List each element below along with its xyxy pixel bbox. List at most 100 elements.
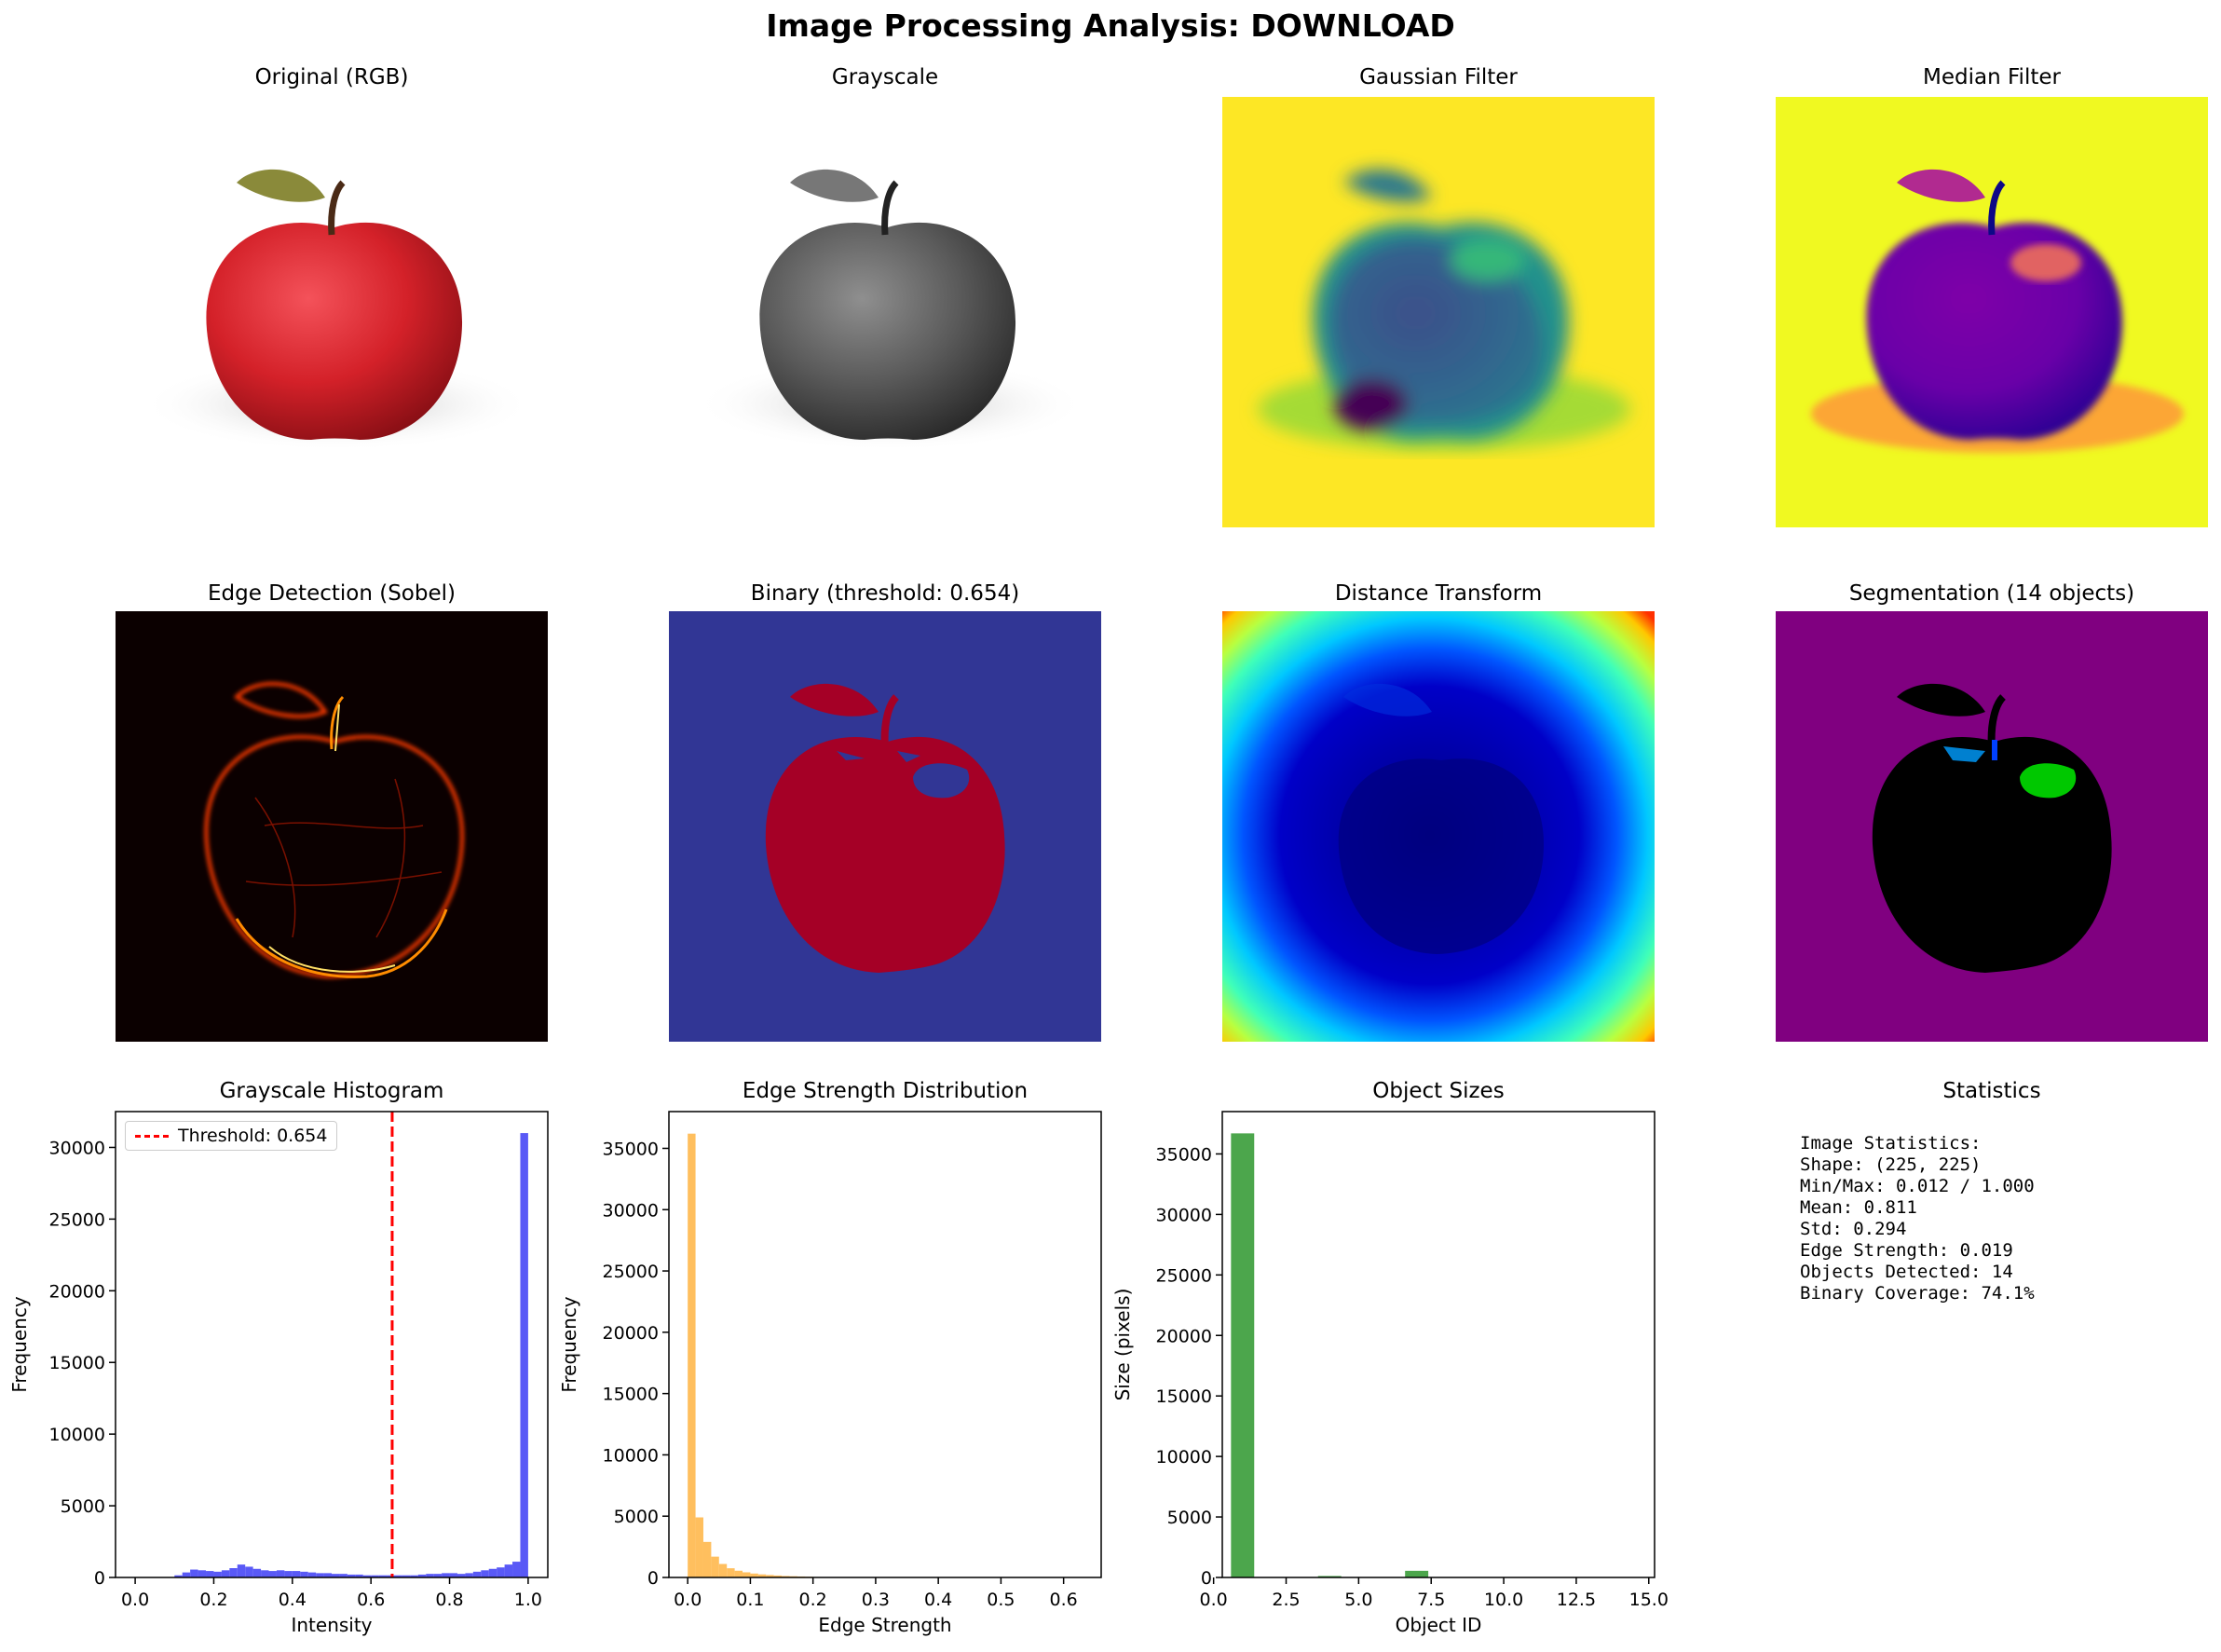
histogram-bar (379, 1576, 387, 1577)
histogram-legend: Threshold: 0.654 (125, 1121, 337, 1151)
x-tick-label: 0.6 (357, 1590, 385, 1610)
edge-detection-image (116, 611, 548, 1042)
x-tick-label: 5.0 (1344, 1590, 1372, 1610)
y-axis-label: Frequency (558, 1296, 580, 1392)
statistics-line: Shape: (225, 225) (1800, 1154, 2035, 1176)
y-tick-label: 35000 (603, 1139, 659, 1159)
y-tick-label: 10000 (49, 1425, 105, 1445)
histogram-bar (426, 1574, 433, 1577)
histogram-title: Grayscale Histogram (116, 1079, 548, 1103)
histogram-bar (198, 1570, 206, 1577)
histogram-bar (245, 1566, 252, 1577)
x-tick-label: 0.3 (862, 1590, 890, 1610)
binary-panel-title: Binary (threshold: 0.654) (669, 581, 1101, 606)
histogram-bar (277, 1570, 284, 1577)
histogram-bar (434, 1574, 442, 1577)
histogram-bar (520, 1133, 527, 1577)
histogram-bar (750, 1574, 757, 1577)
statistics-line: Image Statistics: (1800, 1133, 2035, 1154)
histogram-bar (238, 1564, 245, 1577)
histogram-bar (222, 1570, 229, 1577)
x-axis-label: Object ID (1396, 1614, 1482, 1636)
binary-threshold-image (669, 611, 1101, 1042)
x-tick-label: 0.0 (1200, 1590, 1228, 1610)
axes-frame (1222, 1112, 1655, 1577)
histogram-bar (402, 1576, 410, 1577)
histogram-bar (316, 1573, 323, 1577)
histogram-bar (183, 1573, 190, 1577)
x-tick-label: 0.2 (799, 1590, 827, 1610)
threshold-legend-swatch (135, 1135, 169, 1138)
y-tick-label: 0 (94, 1568, 105, 1589)
x-tick-label: 0.5 (987, 1590, 1015, 1610)
histogram-bar (284, 1571, 292, 1577)
histogram-bar (269, 1571, 277, 1577)
histogram-bar (261, 1570, 268, 1577)
x-tick-label: 7.5 (1417, 1590, 1445, 1610)
x-tick-label: 0.1 (736, 1590, 764, 1610)
histogram-bar (442, 1573, 449, 1577)
y-axis-label: Frequency (8, 1296, 31, 1392)
y-tick-label: 15000 (49, 1353, 105, 1373)
x-tick-label: 2.5 (1272, 1590, 1300, 1610)
x-tick-label: 0.8 (435, 1590, 463, 1610)
y-tick-label: 10000 (1156, 1447, 1212, 1468)
histogram-bar (229, 1568, 237, 1577)
y-tick-label: 15000 (603, 1385, 659, 1405)
y-tick-label: 30000 (1156, 1205, 1212, 1225)
histogram-bar (465, 1573, 472, 1577)
x-tick-label: 0.6 (1050, 1590, 1078, 1610)
x-tick-label: 1.0 (514, 1590, 542, 1610)
histogram-bar (719, 1564, 727, 1577)
statistics-line: Binary Coverage: 74.1% (1800, 1283, 2035, 1304)
grayscale-image (669, 97, 1101, 527)
segmentation-panel-title: Segmentation (14 objects) (1776, 581, 2208, 606)
statistics-line: Edge Strength: 0.019 (1800, 1240, 2035, 1262)
histogram-bar (293, 1571, 300, 1577)
statistics-line: Min/Max: 0.012 / 1.000 (1800, 1176, 2035, 1197)
histogram-bar (766, 1575, 773, 1577)
histogram-bar (387, 1576, 394, 1577)
x-axis-label: Intensity (291, 1614, 372, 1636)
x-tick-label: 10.0 (1484, 1590, 1523, 1610)
histogram-bar (489, 1569, 497, 1577)
gaussian-panel-title: Gaussian Filter (1222, 65, 1655, 89)
histogram-bar (253, 1569, 261, 1577)
histogram-bar (727, 1568, 734, 1577)
histogram-bar (512, 1562, 520, 1577)
histogram-bar (174, 1576, 182, 1577)
histogram-bar (363, 1576, 371, 1577)
histogram-bar (688, 1134, 695, 1577)
histogram-bar (308, 1573, 316, 1577)
histogram-bar (190, 1570, 198, 1577)
statistics-line: Mean: 0.811 (1800, 1197, 2035, 1219)
axes-frame (669, 1112, 1101, 1577)
histogram-bar (497, 1567, 504, 1577)
histogram-bar (473, 1572, 481, 1577)
y-tick-label: 30000 (49, 1138, 105, 1158)
distance-panel-title: Distance Transform (1222, 581, 1655, 606)
histogram-bar (505, 1564, 512, 1577)
x-tick-label: 0.4 (279, 1590, 307, 1610)
histogram-bar (355, 1575, 362, 1577)
histogram-bar (213, 1572, 221, 1577)
original-panel-title: Original (RGB) (116, 65, 548, 89)
y-tick-label: 20000 (603, 1323, 659, 1344)
statistics-title: Statistics (1776, 1079, 2208, 1103)
histogram-bar (735, 1571, 743, 1577)
original-rgb-image (116, 97, 548, 527)
histogram-bar (703, 1542, 711, 1577)
y-tick-label: 25000 (1156, 1265, 1212, 1286)
histogram-bar (410, 1576, 417, 1577)
x-tick-label: 15.0 (1629, 1590, 1669, 1610)
histogram-bar (450, 1573, 457, 1577)
histogram-bar (481, 1570, 488, 1577)
histogram-bar (743, 1572, 750, 1577)
histogram-bar (339, 1574, 347, 1577)
threshold-legend-label: Threshold: 0.654 (178, 1126, 327, 1146)
x-tick-label: 0.2 (199, 1590, 227, 1610)
histogram-bar (347, 1575, 355, 1577)
y-tick-label: 15000 (1156, 1386, 1212, 1407)
